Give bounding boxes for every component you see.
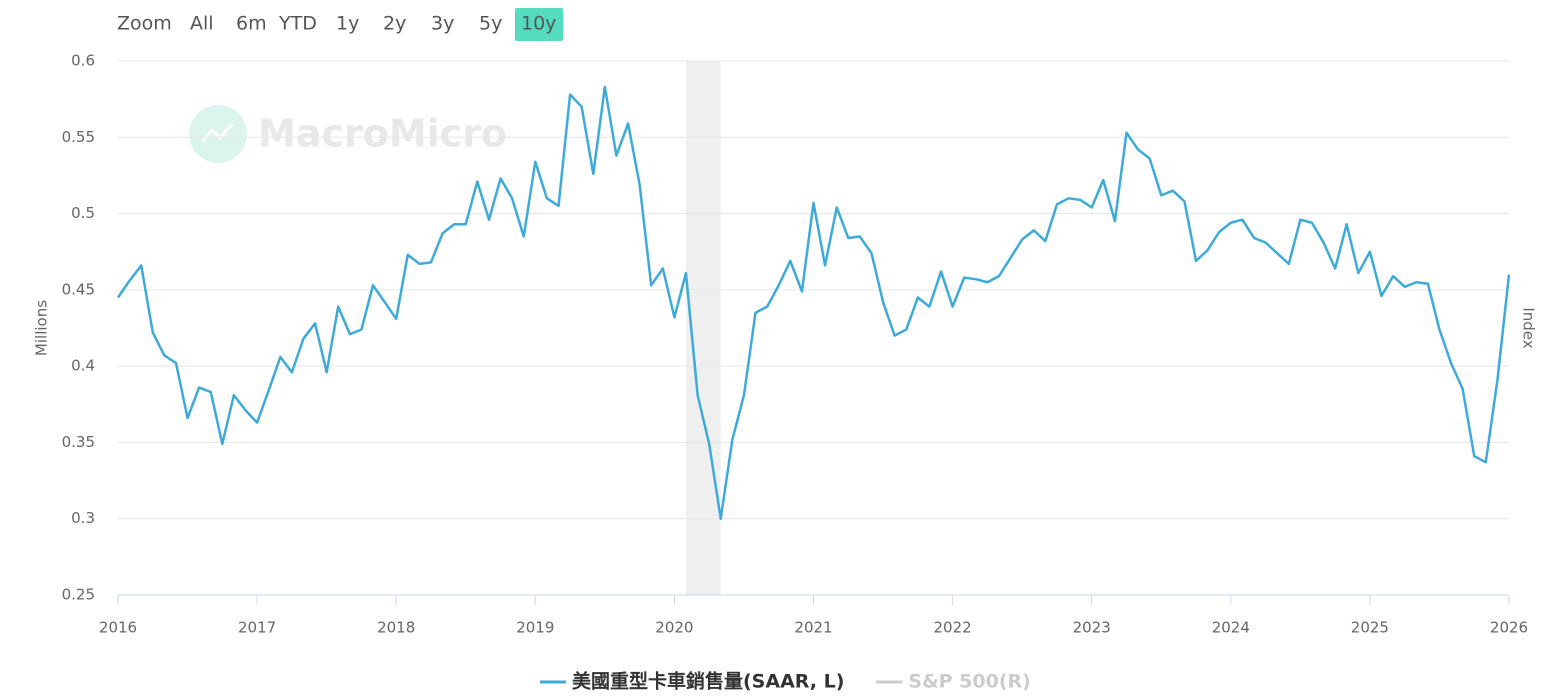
- range-button-label[interactable]: 1y: [336, 13, 359, 35]
- watermark-logo-line: [200, 123, 234, 143]
- range-button[interactable]: 10y: [515, 8, 563, 41]
- range-button-label[interactable]: All: [190, 13, 214, 35]
- range-button-bg[interactable]: [515, 8, 563, 41]
- y-tick-label: 0.25: [62, 586, 95, 604]
- x-tick-label: 2020: [655, 619, 693, 637]
- x-tick-label: 2024: [1212, 619, 1250, 637]
- watermark: MacroMicro: [189, 105, 507, 163]
- legend-label[interactable]: 美國重型卡車銷售量(SAAR, L): [572, 670, 844, 693]
- range-button[interactable]: 3y: [431, 13, 454, 35]
- y-tick-label: 0.5: [71, 204, 95, 222]
- x-tick-label: 2026: [1490, 619, 1528, 637]
- range-button-label[interactable]: 10y: [521, 13, 556, 35]
- x-tick-label: 2017: [238, 619, 276, 637]
- y-tick-label: 0.45: [62, 280, 95, 298]
- range-button[interactable]: All: [190, 13, 214, 35]
- legend: 美國重型卡車銷售量(SAAR, L) S&P 500(R): [540, 670, 1031, 693]
- legend-label[interactable]: S&P 500(R): [908, 671, 1030, 693]
- range-button[interactable]: 6m: [236, 13, 267, 35]
- range-button-label[interactable]: 5y: [479, 13, 502, 35]
- x-tick-label: 2016: [99, 619, 137, 637]
- range-button[interactable]: YTD: [278, 13, 317, 35]
- x-tick-label: 2023: [1073, 619, 1111, 637]
- legend-item[interactable]: S&P 500(R): [876, 671, 1031, 693]
- x-tick-label: 2019: [516, 619, 554, 637]
- y2-axis-title: Index: [1520, 307, 1538, 348]
- range-button[interactable]: 2y: [383, 13, 406, 35]
- y-tick-label: 0.3: [71, 509, 95, 527]
- y-tick-label: 0.6: [71, 52, 95, 70]
- zoom-label: Zoom: [117, 13, 172, 35]
- range-button-label[interactable]: 3y: [431, 13, 454, 35]
- legend-item[interactable]: 美國重型卡車銷售量(SAAR, L): [540, 670, 844, 693]
- x-tick-label: 2022: [934, 619, 972, 637]
- x-tick-label: 2021: [794, 619, 832, 637]
- watermark-text: MacroMicro: [258, 112, 507, 156]
- x-tick-label: 2025: [1351, 619, 1389, 637]
- y-tick-label: 0.55: [62, 128, 95, 146]
- range-button-label[interactable]: 6m: [236, 13, 267, 35]
- y-axis-title: Millions: [33, 300, 51, 356]
- y-tick-label: 0.4: [71, 357, 95, 375]
- series-line: [116, 85, 1511, 520]
- x-tick-label: 2018: [377, 619, 415, 637]
- y-tick-label: 0.35: [62, 433, 95, 451]
- range-button-label[interactable]: 2y: [383, 13, 406, 35]
- range-button[interactable]: 5y: [479, 13, 502, 35]
- range-button-label[interactable]: YTD: [278, 13, 317, 35]
- range-button[interactable]: 1y: [336, 13, 359, 35]
